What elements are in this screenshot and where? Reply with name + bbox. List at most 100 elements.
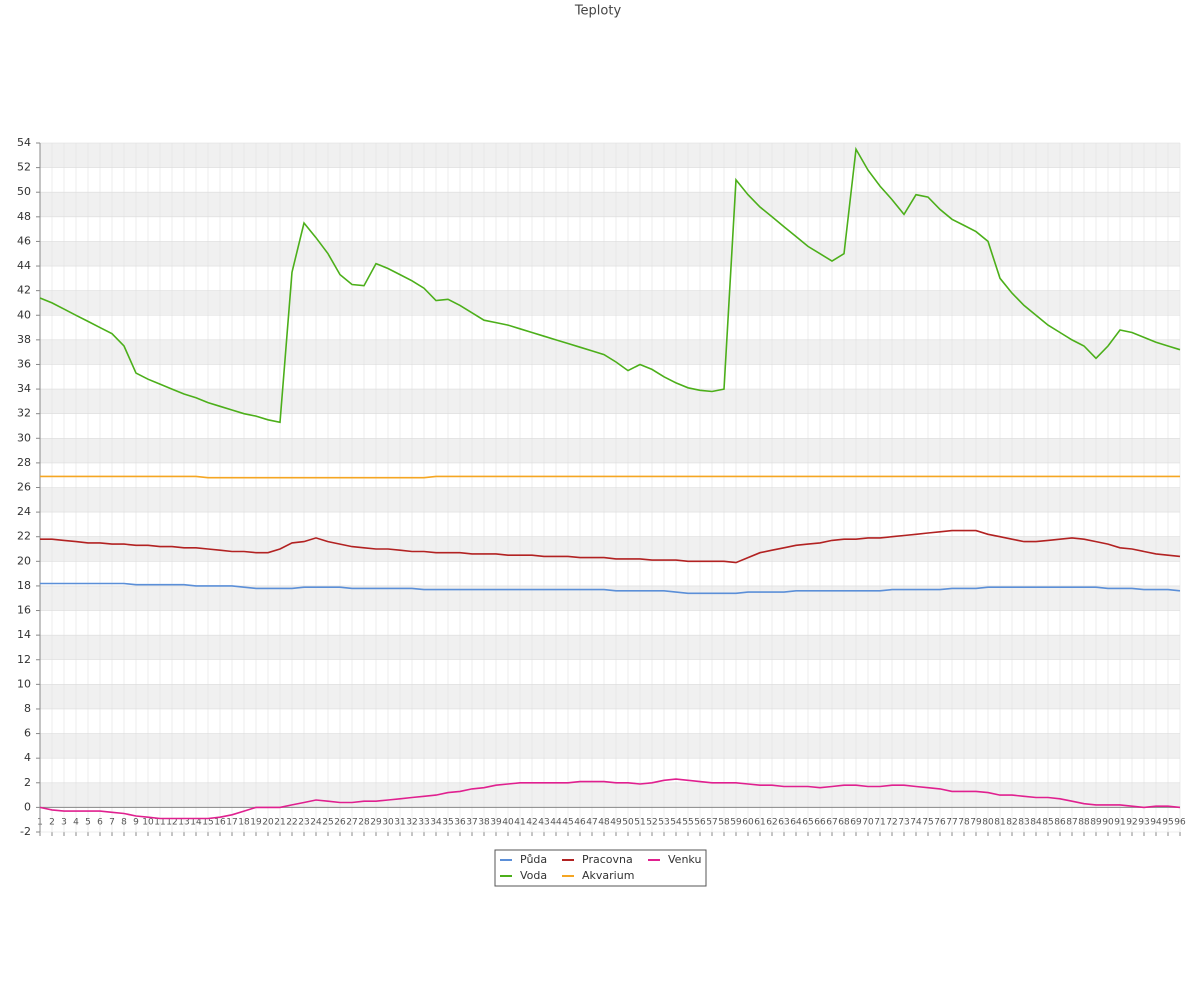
- x-tick-label: 26: [334, 818, 346, 828]
- lines: [39, 146, 1181, 820]
- x-tick-label: 15: [202, 818, 213, 828]
- x-tick-label: 35: [442, 818, 453, 828]
- x-tick-label: 18: [238, 818, 250, 828]
- x-tick-label: 6: [97, 818, 103, 828]
- x-tick-label: 59: [730, 818, 742, 828]
- x-tick-label: 2: [49, 818, 55, 828]
- y-tick-label: 4: [24, 751, 31, 764]
- grid-band: [40, 438, 1180, 463]
- x-tick-label: 11: [154, 818, 165, 828]
- x-tick-label: 39: [490, 818, 502, 828]
- x-tick-label: 53: [658, 818, 669, 828]
- x-tick-label: 91: [1114, 818, 1125, 828]
- grid: 1234567891011121314151617181920212223242…: [17, 136, 1186, 838]
- y-tick-label: 8: [24, 702, 31, 715]
- x-tick-label: 81: [994, 818, 1005, 828]
- x-tick-label: 67: [826, 818, 837, 828]
- x-tick-label: 73: [898, 818, 909, 828]
- x-tick-label: 82: [1006, 818, 1017, 828]
- x-tick-label: 90: [1102, 818, 1114, 828]
- y-tick-label: 6: [24, 727, 31, 740]
- grid-band: [40, 536, 1180, 562]
- y-tick-label: 46: [17, 234, 31, 247]
- x-tick-label: 85: [1042, 818, 1053, 828]
- x-tick-label: 57: [706, 818, 717, 828]
- x-tick-label: 5: [85, 818, 91, 828]
- x-tick-label: 8: [121, 818, 127, 828]
- x-tick-label: 9: [133, 818, 139, 828]
- y-tick-label: 42: [17, 284, 31, 297]
- x-tick-label: 75: [922, 818, 933, 828]
- x-tick-label: 24: [310, 818, 322, 828]
- y-tick-label: 2: [24, 776, 31, 789]
- legend-label: Půda: [520, 853, 547, 866]
- legend-box: [494, 849, 707, 887]
- legend-label: Venku: [668, 853, 701, 866]
- series-line: [39, 146, 1181, 424]
- x-tick-label: 63: [778, 818, 789, 828]
- grid-band: [40, 241, 1180, 267]
- x-tick-label: 32: [406, 818, 417, 828]
- series-line: [40, 582, 1181, 595]
- x-tick-label: 42: [526, 818, 537, 828]
- x-tick-label: 38: [478, 818, 490, 828]
- chart-title: Teploty: [574, 4, 622, 19]
- x-tick-label: 89: [1090, 818, 1102, 828]
- x-tick-label: 58: [718, 818, 730, 828]
- bands: [40, 143, 1180, 808]
- legend-label: Akvarium: [582, 869, 634, 882]
- x-tick-label: 45: [562, 818, 573, 828]
- x-tick-label: 34: [430, 818, 442, 828]
- y-tick-label: 28: [17, 456, 31, 469]
- y-tick-label: -2: [20, 825, 31, 838]
- y-tick-label: 18: [17, 579, 31, 592]
- x-tick-label: 62: [766, 818, 777, 828]
- x-tick-label: 66: [814, 818, 826, 828]
- x-tick-label: 10: [142, 818, 154, 828]
- x-tick-label: 84: [1030, 818, 1042, 828]
- x-tick-label: 77: [946, 818, 957, 828]
- x-tick-label: 14: [190, 818, 202, 828]
- legend-label: Pracovna: [582, 853, 633, 866]
- x-tick-label: 22: [286, 818, 297, 828]
- x-tick-label: 7: [109, 818, 115, 828]
- x-tick-label: 51: [634, 818, 645, 828]
- series-line: [40, 529, 1181, 564]
- grid-band: [40, 635, 1180, 660]
- grid-band: [40, 192, 1180, 217]
- y-tick-label: 22: [17, 530, 31, 543]
- y-tick-label: 10: [17, 677, 31, 690]
- series-line: [40, 475, 1180, 479]
- x-tick-label: 68: [838, 818, 850, 828]
- y-tick-label: 44: [17, 259, 31, 272]
- y-tick-label: 36: [17, 357, 31, 370]
- y-tick-label: 16: [17, 604, 31, 617]
- x-tick-label: 60: [742, 818, 754, 828]
- x-tick-label: 3: [61, 818, 67, 828]
- legend: Půda Voda Pracovna Akvarium Venku: [494, 849, 707, 887]
- grid-band: [40, 782, 1180, 808]
- grid-band: [40, 290, 1180, 316]
- x-tick-label: 47: [586, 818, 597, 828]
- x-tick-label: 96: [1174, 818, 1186, 828]
- x-tick-label: 48: [598, 818, 610, 828]
- x-tick-label: 70: [862, 818, 874, 828]
- x-tick-label: 27: [346, 818, 357, 828]
- y-tick-label: 32: [17, 407, 31, 420]
- x-tick-label: 61: [754, 818, 765, 828]
- x-tick-label: 78: [958, 818, 970, 828]
- x-tick-label: 25: [322, 818, 333, 828]
- x-tick-label: 23: [298, 818, 309, 828]
- y-tick-label: 12: [17, 653, 31, 666]
- x-tick-label: 46: [574, 818, 586, 828]
- x-tick-label: 41: [514, 818, 525, 828]
- grid-band: [40, 684, 1180, 709]
- x-tick-label: 93: [1138, 818, 1149, 828]
- grid-band: [40, 487, 1180, 513]
- y-tick-label: 48: [17, 210, 31, 223]
- x-tick-label: 43: [538, 818, 549, 828]
- x-tick-label: 72: [886, 818, 897, 828]
- x-tick-label: 71: [874, 818, 885, 828]
- x-tick-label: 49: [610, 818, 622, 828]
- y-tick-label: 0: [24, 800, 31, 813]
